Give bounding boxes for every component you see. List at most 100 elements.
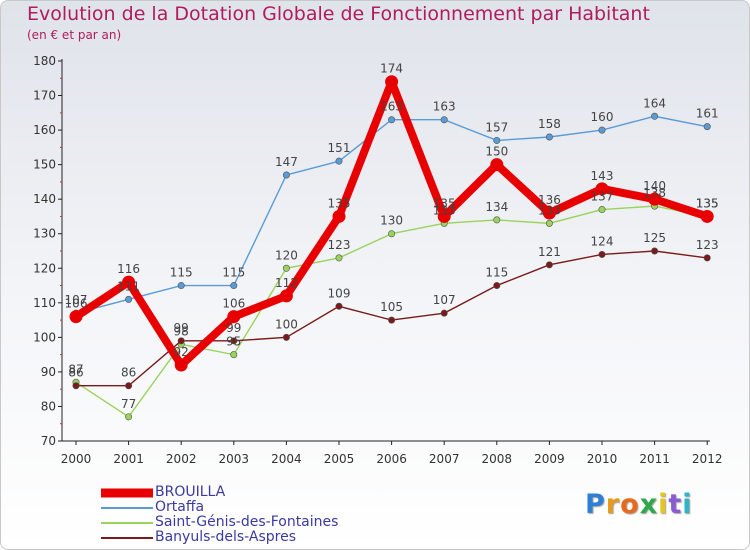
data-point-ortaffa: [230, 282, 238, 290]
data-label: 150: [485, 145, 508, 159]
data-point-ortaffa: [545, 133, 553, 141]
data-label: 115: [170, 266, 193, 280]
data-label: 86: [68, 366, 83, 380]
legend-swatch: [101, 536, 153, 539]
data-point-ortaffa: [440, 116, 448, 124]
data-point-banyuls-dels-aspres: [230, 337, 238, 345]
y-tick-label: 160: [33, 123, 56, 137]
data-point-banyuls-dels-aspres: [493, 282, 501, 290]
legend-label: Ortaffa: [155, 499, 205, 515]
data-label: 77: [121, 397, 136, 411]
chart-legend: BROUILLA Ortaffa Saint-Génis-des-Fontaines…: [101, 484, 401, 545]
x-tick-label: 2009: [534, 452, 565, 466]
legend-item: Banyuls-dels-Aspres: [101, 529, 401, 545]
data-label: 107: [433, 293, 456, 307]
data-point-ortaffa: [598, 126, 606, 134]
data-label: 100: [275, 317, 298, 331]
data-point-ortaffa: [651, 112, 659, 120]
y-tick-label: 110: [33, 296, 56, 310]
data-label: 157: [485, 120, 508, 134]
x-tick-label: 2011: [639, 452, 670, 466]
data-point-banyuls-dels-aspres: [335, 302, 343, 310]
data-label: 87: [68, 362, 83, 376]
x-tick-label: 2001: [113, 452, 144, 466]
legend-item: Ortaffa: [101, 499, 401, 515]
data-point-banyuls-dels-aspres: [651, 247, 659, 255]
data-point-banyuls-dels-aspres: [282, 333, 290, 341]
y-tick-label: 100: [33, 330, 56, 344]
data-label: 123: [696, 238, 719, 252]
data-label: 115: [485, 266, 508, 280]
data-label: 140: [643, 179, 666, 193]
data-label: 133: [538, 203, 561, 217]
data-label: 86: [121, 366, 136, 380]
data-label: 133: [433, 203, 456, 217]
data-point-brouilla: [122, 275, 136, 289]
data-label: 99: [226, 321, 241, 335]
x-tick-label: 2002: [166, 452, 197, 466]
data-label: 99: [174, 321, 189, 335]
data-label: 135: [433, 196, 456, 210]
y-tick-label: 90: [41, 365, 56, 379]
data-label: 124: [591, 234, 614, 248]
x-tick-label: 2003: [219, 452, 250, 466]
data-label: 163: [433, 100, 456, 114]
x-tick-label: 2010: [587, 452, 618, 466]
data-point-brouilla: [385, 75, 399, 89]
x-tick-label: 2012: [692, 452, 723, 466]
data-point-ortaffa: [703, 123, 711, 131]
data-point-brouilla: [490, 158, 504, 172]
data-point-brouilla: [279, 289, 293, 303]
y-tick-label: 80: [41, 399, 56, 413]
data-point-banyuls-dels-aspres: [177, 337, 185, 345]
data-point-brouilla: [227, 310, 241, 324]
logo-letter: r: [605, 489, 621, 520]
data-label: 160: [591, 110, 614, 124]
data-label: 106: [222, 297, 245, 311]
data-label: 107: [65, 293, 88, 307]
data-point-ortaffa: [282, 171, 290, 179]
legend-label: BROUILLA: [155, 484, 226, 500]
data-label: 174: [380, 62, 403, 76]
data-label: 98: [174, 324, 189, 338]
data-point-ortaffa: [177, 282, 185, 290]
data-label: 147: [275, 155, 298, 169]
data-point-saint-genis-des-fontaines: [493, 216, 501, 224]
data-point-banyuls-dels-aspres: [598, 250, 606, 258]
data-label: 158: [538, 117, 561, 131]
data-label: 95: [226, 335, 241, 349]
legend-item: BROUILLA: [101, 484, 401, 500]
data-label: 125: [643, 231, 666, 245]
x-tick-label: 2000: [61, 452, 92, 466]
data-label: 136: [538, 193, 561, 207]
data-label: 138: [643, 186, 666, 200]
data-point-brouilla: [542, 206, 556, 220]
data-point-saint-genis-des-fontaines: [282, 264, 290, 272]
logo-letter: P: [585, 489, 606, 520]
y-tick-label: 70: [41, 434, 56, 448]
x-tick-label: 2005: [324, 452, 355, 466]
logo-letter: x: [639, 489, 659, 520]
x-tick-label: 2006: [376, 452, 407, 466]
data-label: 135: [696, 196, 719, 210]
data-label: 130: [380, 214, 403, 228]
data-point-brouilla: [595, 182, 609, 196]
data-label: 106: [65, 297, 88, 311]
y-tick-label: 130: [33, 227, 56, 241]
legend-item: Saint-Génis-des-Fontaines: [101, 514, 401, 530]
data-point-ortaffa: [388, 116, 396, 124]
data-label: 163: [380, 100, 403, 114]
data-label: 109: [328, 286, 351, 300]
data-label: 121: [538, 245, 561, 259]
y-tick-label: 180: [33, 54, 56, 68]
data-point-saint-genis-des-fontaines: [388, 230, 396, 238]
data-point-brouilla: [437, 209, 451, 223]
x-tick-label: 2004: [271, 452, 302, 466]
x-tick-label: 2008: [482, 452, 513, 466]
data-label: 112: [275, 276, 298, 290]
logo-letter: i: [658, 489, 669, 520]
data-point-brouilla: [648, 192, 662, 206]
data-label: 137: [591, 190, 614, 204]
data-point-banyuls-dels-aspres: [703, 254, 711, 262]
